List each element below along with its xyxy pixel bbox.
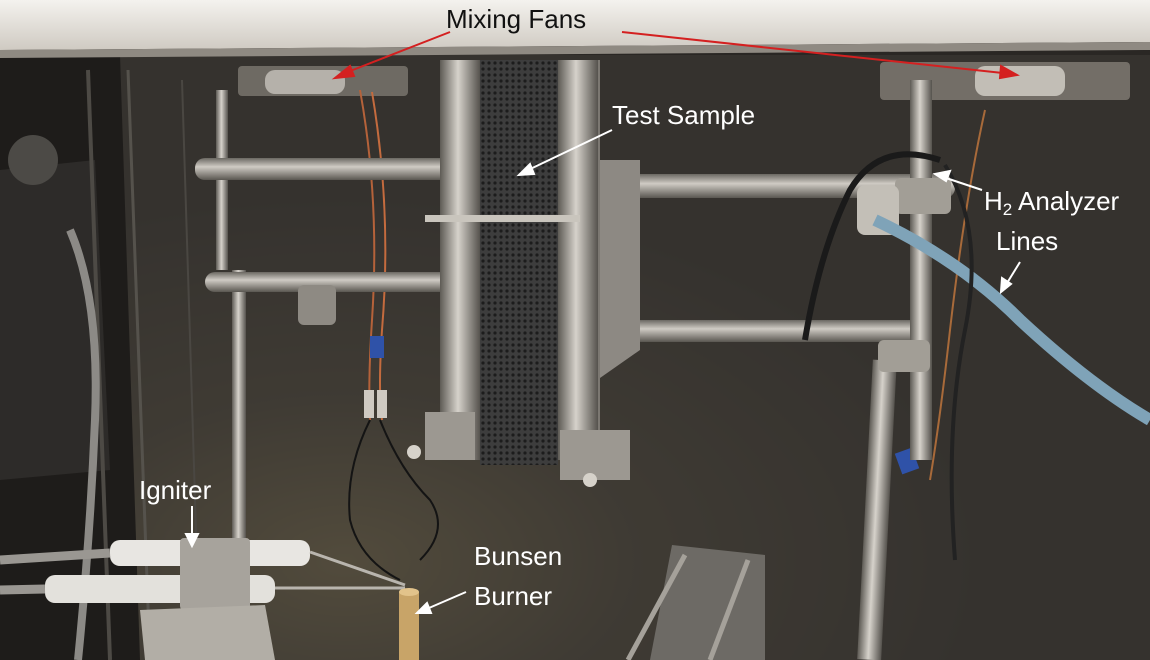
support-rod-upper-left — [195, 158, 455, 180]
rod-clamp — [895, 178, 951, 214]
stand-rod-right — [910, 80, 932, 460]
igniter-cable — [0, 548, 111, 595]
label-h2-analyzer: H2 Analyzer — [984, 186, 1120, 219]
bracket-rod — [625, 553, 688, 660]
mixing-fan-right-housing — [975, 66, 1065, 96]
stand-rod-right-lower — [857, 359, 897, 660]
label-h2-subscript: 2 — [1002, 200, 1013, 219]
wire-connector — [377, 390, 387, 418]
burner-bracket — [650, 545, 765, 660]
support-rod-lower-left — [205, 272, 455, 292]
test-sample — [480, 60, 558, 465]
analyzer-line-dark — [943, 163, 974, 561]
holder-foot-right — [560, 430, 630, 480]
screw-head — [583, 473, 597, 487]
white-callout-arrows — [184, 129, 1021, 614]
bunsen-burner-top — [399, 588, 419, 596]
bunsen-burner-tube — [399, 592, 419, 660]
left-lamp — [8, 135, 58, 185]
left-window-panel — [0, 160, 110, 480]
bracket-rod — [707, 559, 751, 660]
igniter-mount — [140, 605, 275, 660]
igniter-electrode — [309, 550, 406, 587]
thermocouple-wire — [929, 109, 986, 481]
back-wall-panel — [120, 55, 1150, 660]
label-test-sample: Test Sample — [612, 100, 756, 130]
sample-backplate — [590, 160, 640, 385]
wire-clip — [370, 336, 384, 358]
label-bunsen: Bunsen — [474, 541, 563, 571]
fan-callout-arrows — [331, 31, 1020, 80]
holder-foot-left — [425, 412, 475, 460]
label-mixing-fans: Mixing Fans — [446, 4, 587, 34]
label-igniter: Igniter — [139, 475, 212, 505]
rod-clamp — [298, 285, 336, 325]
label-analyzer-lines: Lines — [996, 226, 1059, 256]
igniter-clamp — [180, 538, 250, 610]
support-rod-lower-right — [595, 320, 925, 342]
analyzer-line-dark — [802, 151, 941, 341]
label-h2-suffix: Analyzer — [1012, 186, 1120, 216]
sample-holder-right-rail — [558, 60, 598, 460]
wire-connector — [364, 390, 374, 418]
rod-clamp — [878, 340, 930, 372]
analyzer-line-blue — [872, 214, 1150, 426]
black-wires — [348, 419, 439, 581]
label-burner: Burner — [474, 581, 553, 611]
screw-head — [407, 445, 421, 459]
thermocouple-wire — [359, 89, 376, 421]
ceiling-edge — [0, 42, 1150, 58]
mixing-fan-left-housing — [265, 70, 345, 94]
sample-wire-handle — [425, 215, 580, 222]
label-h2-prefix: H — [984, 186, 1003, 216]
ceiling-panel — [0, 0, 1150, 50]
sample-holder-left-rail — [440, 60, 480, 460]
